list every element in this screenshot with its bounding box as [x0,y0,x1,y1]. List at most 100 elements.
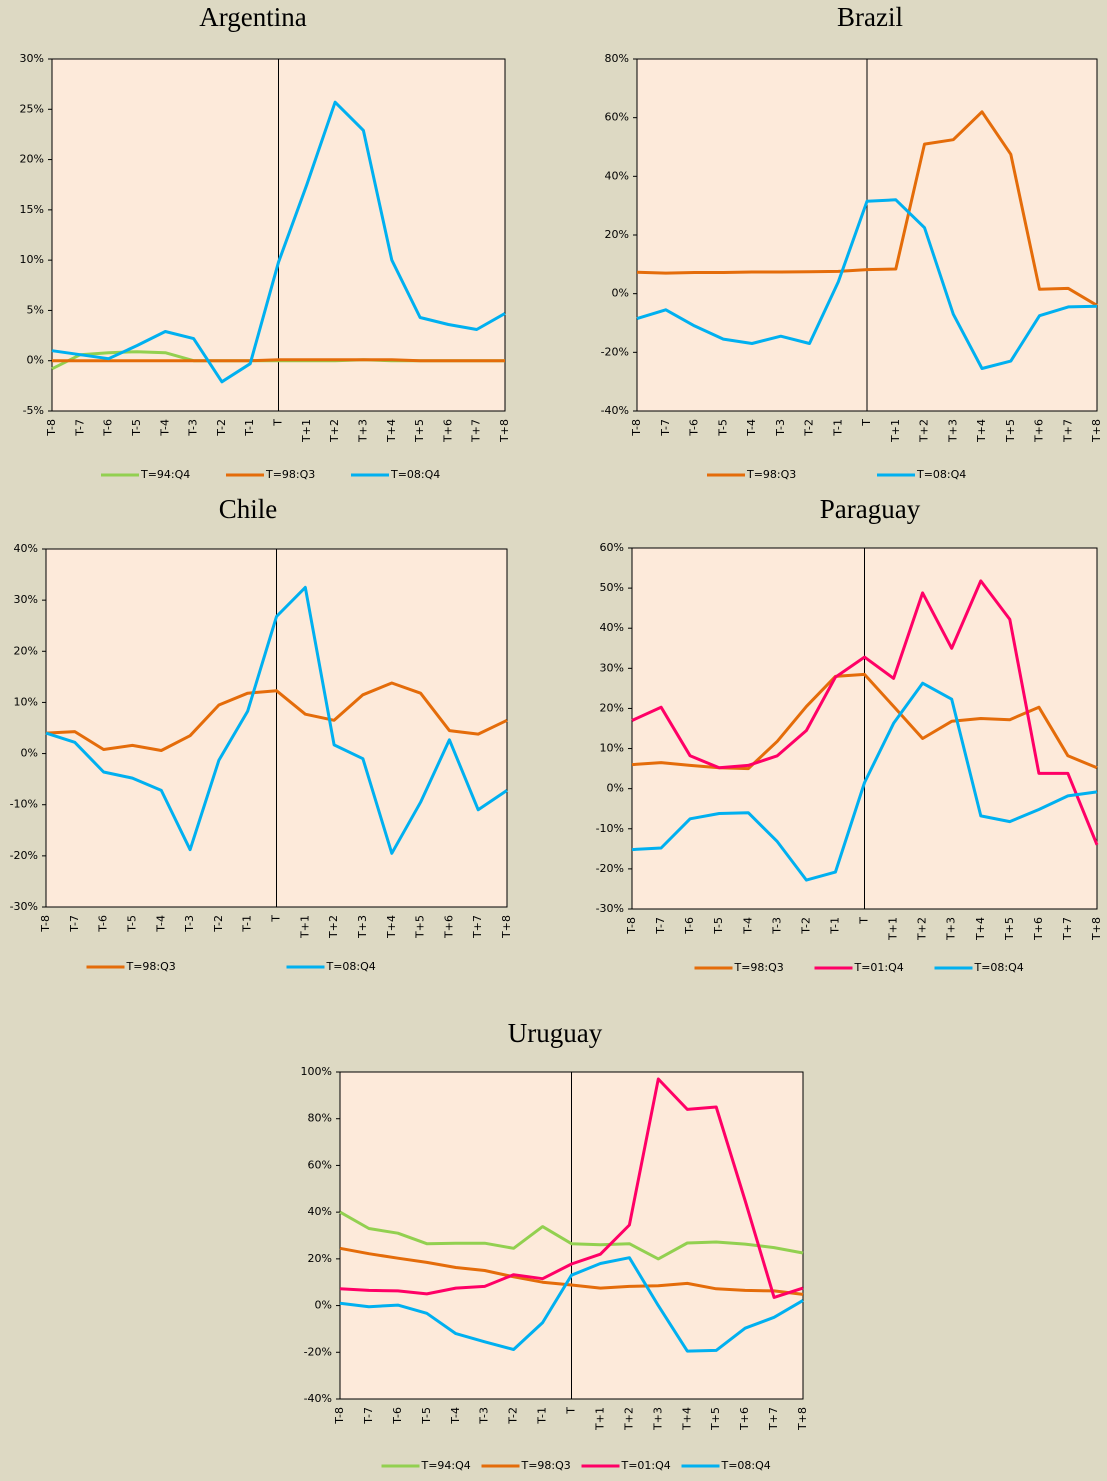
x-tick-label: T-1 [243,419,256,437]
series-line [339,1256,804,1353]
y-tick-label: -20% [596,862,624,875]
y-tick-label: 80% [308,1112,332,1125]
x-tick-label: T+8 [796,1407,809,1431]
x-tick-label: T-1 [536,1407,549,1425]
x-tick-label: T-6 [102,419,115,437]
y-tick-label: 10% [600,742,624,755]
x-tick-label: T+8 [500,915,513,939]
x-tick-label: T+5 [1004,419,1017,443]
y-tick-label: -5% [23,404,44,417]
x-tick-label: T+4 [680,1407,693,1431]
legend-label: T=98:Q3 [734,961,784,974]
series-line [631,681,1098,882]
x-tick-label: T+2 [327,915,340,939]
x-tick-label: T+3 [945,917,958,941]
y-tick-label: 20% [600,701,624,714]
y-tick-label: 10% [20,253,44,266]
y-tick-label: 80% [605,52,629,65]
y-tick-label: 50% [600,581,624,594]
y-tick-label: 0% [612,287,629,300]
x-tick-label: T-7 [68,915,81,933]
x-tick-label: T-5 [420,1407,433,1425]
legend-label: T=98:Q3 [265,468,315,481]
x-tick-label: T+2 [918,419,931,443]
y-tick-label: -20% [601,345,629,358]
legend-label: T=94:Q4 [140,468,190,481]
series-line [631,579,1099,846]
chart-title: Paraguay [820,494,921,524]
x-tick-label: T+7 [471,915,484,939]
x-tick-label: T-4 [154,915,167,933]
x-tick-label: T+4 [385,419,398,443]
series-line [45,681,508,752]
x-tick-label: T-4 [449,1407,462,1425]
x-tick-label: T [272,419,285,427]
x-tick-label: T-1 [831,419,844,437]
x-tick-label: T-7 [73,419,86,437]
series-line [45,585,508,855]
x-tick-label: T [565,1407,578,1415]
y-tick-label: 5% [27,303,44,316]
x-tick-label: T+8 [1090,419,1103,443]
x-tick-label: T-4 [745,419,758,437]
legend-label: T=08:Q4 [974,961,1024,974]
chart-title: Argentina [199,2,306,32]
y-tick-label: 30% [600,661,624,674]
y-tick-label: 100% [301,1065,332,1078]
y-tick-label: 30% [14,593,38,606]
x-tick-label: T-3 [478,1407,491,1425]
legend-label: T=08:Q4 [390,468,440,481]
x-tick-label: T+2 [916,917,929,941]
y-tick-label: 25% [20,102,44,115]
y-tick-label: 20% [14,644,38,657]
legend-label: T=01:Q4 [854,961,904,974]
x-tick-label: T-4 [741,917,754,935]
x-tick-label: T-7 [362,1407,375,1425]
x-tick-label: T-2 [212,915,225,933]
chart-title: Chile [219,494,278,524]
y-tick-label: 30% [20,52,44,65]
x-tick-label: T+3 [946,419,959,443]
x-tick-label: T-6 [688,419,701,437]
x-tick-label: T+6 [738,1407,751,1431]
x-tick-label: T+3 [356,419,369,443]
x-tick-label: T-8 [45,419,58,437]
y-tick-label: 20% [20,153,44,166]
x-tick-label: T+7 [470,419,483,443]
x-tick-label: T+1 [889,419,902,443]
x-tick-label: T [860,419,873,427]
x-tick-label: T+1 [887,917,900,941]
x-tick-label: T-4 [158,419,171,437]
y-tick-label: 10% [14,695,38,708]
x-tick-label: T-2 [799,917,812,935]
y-tick-label: -30% [596,902,624,915]
y-tick-label: 20% [308,1252,332,1265]
y-tick-label: 20% [605,228,629,241]
y-tick-label: 40% [600,621,624,634]
chart-title: Uruguay [508,1018,603,1048]
x-tick-label: T-8 [625,917,638,935]
y-tick-label: -20% [304,1345,332,1358]
x-tick-label: T-5 [125,915,138,933]
x-tick-label: T-1 [828,917,841,935]
y-tick-label: 0% [315,1299,332,1312]
y-tick-label: -30% [10,900,38,913]
x-tick-label: T+3 [356,915,369,939]
y-tick-label: -40% [601,404,629,417]
y-tick-label: 40% [14,542,38,555]
x-tick-label: T-7 [654,917,667,935]
y-tick-label: 40% [308,1205,332,1218]
series-line [339,1210,804,1261]
x-tick-label: T-3 [187,419,200,437]
series-line [339,1246,804,1296]
series-line [636,198,1098,370]
x-tick-label: T-6 [391,1407,404,1425]
x-tick-label: T+6 [1032,917,1045,941]
x-tick-label: T+5 [1003,917,1016,941]
x-tick-label: T+7 [767,1407,780,1431]
y-tick-label: -20% [10,849,38,862]
x-tick-label: T-2 [507,1407,520,1425]
legend-label: T=08:Q4 [326,960,376,973]
x-tick-label: T-8 [39,915,52,933]
